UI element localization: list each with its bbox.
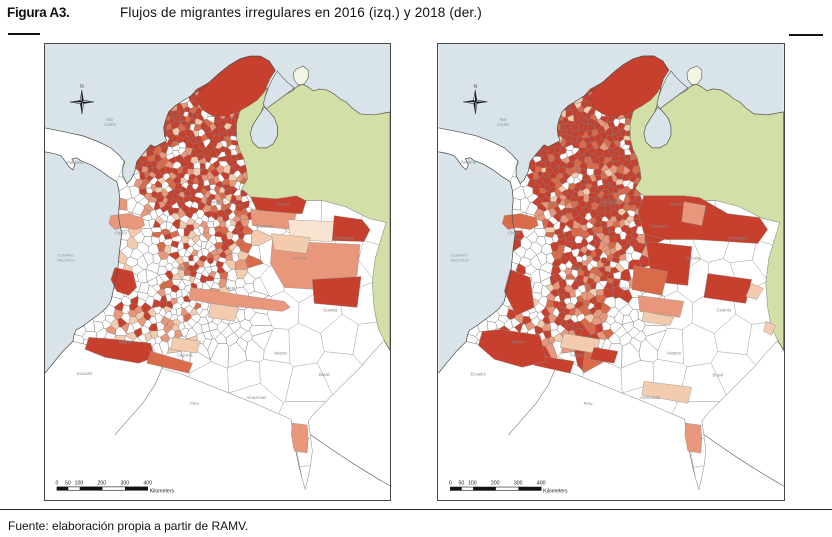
svg-text:Panama: Panama [67, 160, 83, 165]
svg-text:Caribe: Caribe [497, 122, 510, 127]
svg-text:Vaupes: Vaupes [273, 350, 287, 355]
svg-text:Guainia: Guainia [717, 307, 732, 312]
svg-text:Vaupes: Vaupes [667, 350, 681, 355]
svg-text:Panama: Panama [461, 160, 477, 165]
svg-text:Guainia: Guainia [323, 307, 338, 312]
svg-text:300: 300 [514, 481, 523, 487]
svg-text:Santander: Santander [207, 200, 227, 205]
svg-text:N: N [473, 84, 477, 90]
svg-text:Tolima: Tolima [570, 266, 583, 271]
svg-text:Venezuela: Venezuela [728, 236, 748, 241]
svg-text:Amazonas: Amazonas [640, 395, 660, 400]
svg-text:Tolima: Tolima [177, 266, 190, 271]
svg-text:Peru: Peru [190, 401, 199, 406]
svg-text:OCEANO: OCEANO [57, 253, 74, 258]
svg-text:Mar: Mar [500, 117, 508, 122]
svg-text:Kilometers: Kilometers [150, 488, 175, 494]
svg-text:Caqueta: Caqueta [177, 352, 193, 357]
svg-text:Mar: Mar [106, 117, 114, 122]
svg-text:N: N [80, 84, 84, 90]
svg-text:Kilometers: Kilometers [543, 489, 568, 495]
svg-text:100: 100 [75, 480, 84, 486]
svg-text:Peru: Peru [584, 401, 594, 406]
svg-text:Amazonas: Amazonas [247, 395, 267, 400]
svg-text:Brasil: Brasil [713, 372, 724, 377]
svg-text:Caqueta: Caqueta [570, 352, 587, 357]
svg-text:200: 200 [98, 480, 107, 486]
svg-text:Arauca: Arauca [669, 202, 683, 207]
svg-text:300: 300 [120, 480, 129, 486]
svg-text:200: 200 [491, 481, 500, 487]
svg-text:Casanare: Casanare [649, 224, 668, 229]
svg-text:Meta: Meta [619, 285, 629, 290]
svg-text:Santander: Santander [600, 200, 620, 205]
svg-text:OCEANO: OCEANO [450, 253, 467, 258]
svg-text:PACIFICO: PACIFICO [57, 258, 75, 263]
svg-text:Meta: Meta [226, 285, 236, 290]
svg-text:400: 400 [143, 480, 152, 486]
svg-text:Caribe: Caribe [104, 122, 117, 127]
svg-text:400: 400 [537, 481, 546, 487]
svg-text:Brasil: Brasil [319, 372, 330, 377]
svg-text:100: 100 [468, 481, 477, 487]
svg-text:0: 0 [449, 481, 452, 487]
svg-text:Casanare: Casanare [255, 224, 274, 229]
svg-text:50: 50 [65, 480, 71, 486]
svg-text:PACIFICO: PACIFICO [450, 258, 469, 263]
svg-text:Ecuador: Ecuador [77, 371, 93, 376]
svg-text:Narino: Narino [119, 339, 132, 344]
svg-text:Ecuador: Ecuador [470, 371, 486, 376]
svg-text:0: 0 [56, 480, 59, 486]
svg-text:Narino: Narino [512, 339, 525, 344]
svg-text:Venezuela: Venezuela [334, 236, 354, 241]
svg-text:Choco: Choco [115, 231, 128, 236]
svg-text:Vichada: Vichada [685, 256, 701, 261]
svg-text:Choco: Choco [508, 231, 521, 236]
svg-text:50: 50 [458, 481, 464, 487]
svg-text:Arauca: Arauca [276, 202, 290, 207]
svg-text:Vichada: Vichada [292, 256, 308, 261]
